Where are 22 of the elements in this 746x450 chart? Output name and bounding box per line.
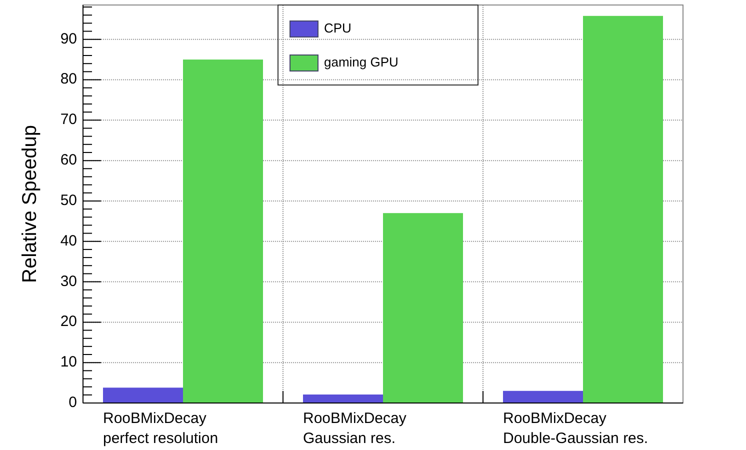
y-tick-label: 10 [60, 354, 77, 371]
y-tick-label: 40 [60, 232, 77, 250]
x-tick-label: RooBMixDecay perfect resolution [103, 410, 218, 447]
bar [303, 394, 383, 403]
y-tick-label: 90 [60, 30, 77, 48]
y-tick-label: 50 [60, 192, 77, 209]
y-tick-label: 30 [60, 272, 77, 290]
bar [383, 213, 463, 403]
y-tick-label: 70 [60, 111, 77, 128]
legend-label: CPU [324, 20, 352, 36]
bar [103, 388, 183, 403]
y-tick-label: 80 [60, 70, 77, 88]
legend-label: gaming GPU [324, 54, 398, 70]
bar [503, 390, 583, 403]
y-tick-label: 0 [68, 394, 77, 411]
y-axis-title: Relative Speedup [19, 125, 41, 283]
y-tick-label: 60 [60, 152, 77, 169]
bar [583, 16, 663, 403]
x-tick-label: RooBMixDecay Double-Gaussian res. [503, 410, 648, 447]
y-tick-label: 20 [60, 313, 77, 330]
bar [183, 60, 263, 403]
x-tick-label: RooBMixDecay Gaussian res. [303, 410, 407, 447]
